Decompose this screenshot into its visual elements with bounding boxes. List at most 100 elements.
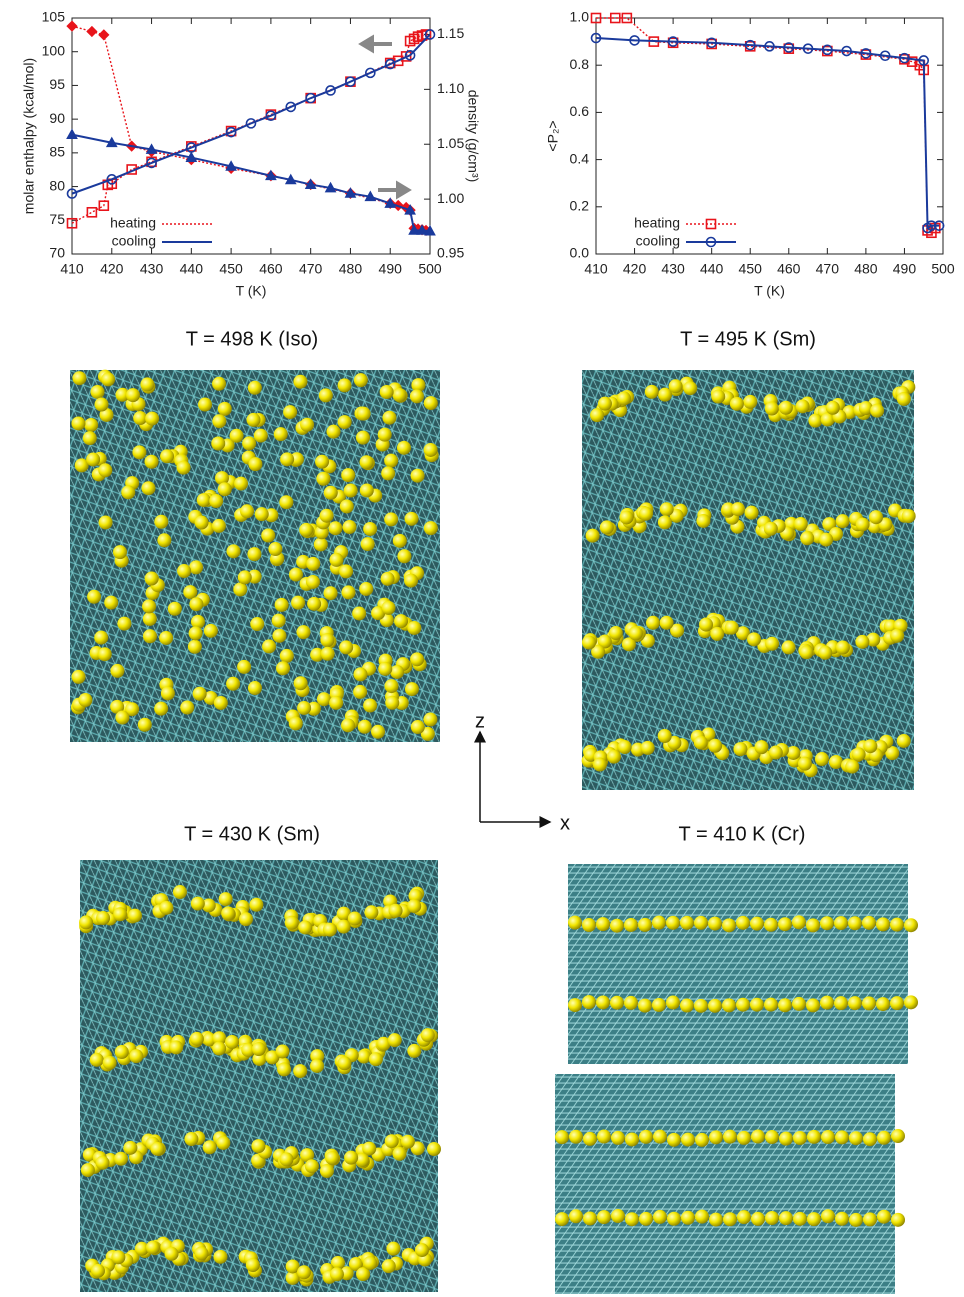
sphere — [397, 549, 411, 563]
snapshot-sm-495 — [582, 370, 914, 790]
sphere — [806, 918, 820, 932]
sphere — [424, 396, 438, 410]
sphere — [750, 917, 764, 931]
sphere — [293, 375, 307, 389]
series-line — [596, 38, 939, 228]
sphere — [730, 397, 744, 411]
sphere — [404, 574, 418, 588]
sphere — [341, 718, 355, 732]
sphere — [639, 1130, 653, 1144]
sphere — [262, 639, 276, 653]
sphere — [209, 494, 223, 508]
sphere — [361, 537, 375, 551]
sphere — [764, 918, 778, 932]
y-axis-label: molar enthalpy (kcal/mol) — [21, 58, 37, 214]
series-line — [72, 34, 430, 193]
sphere — [280, 452, 294, 466]
sphere — [821, 1130, 835, 1144]
marker — [107, 138, 116, 146]
marker — [306, 180, 315, 188]
sphere — [211, 437, 225, 451]
x-tick-label: 450 — [739, 261, 763, 277]
sphere — [357, 407, 371, 421]
legend-label: cooling — [112, 233, 156, 249]
sphere — [806, 998, 820, 1012]
axis-label: x — [560, 812, 570, 834]
sphere — [835, 1130, 849, 1144]
sphere — [79, 915, 93, 929]
sphere — [249, 898, 263, 912]
sphere — [325, 1151, 339, 1165]
sphere — [597, 1130, 611, 1144]
sphere — [733, 742, 747, 756]
sphere — [363, 1256, 377, 1270]
y2-tick-label: 1.00 — [437, 190, 464, 206]
sphere — [598, 397, 612, 411]
y-tick-label: 105 — [42, 9, 66, 25]
sphere — [829, 755, 843, 769]
sphere — [555, 1130, 569, 1144]
sphere — [793, 1212, 807, 1226]
x-axis-label: T (K) — [236, 283, 267, 299]
sphere — [330, 1267, 344, 1281]
sphere — [248, 457, 262, 471]
sphere — [852, 747, 866, 761]
sphere — [593, 758, 607, 772]
sphere — [226, 677, 240, 691]
sphere — [95, 397, 109, 411]
sphere — [276, 661, 290, 675]
y-tick-label: 70 — [49, 245, 65, 261]
y2-tick-label: 1.10 — [437, 80, 464, 96]
sphere — [610, 919, 624, 933]
sphere — [326, 425, 340, 439]
sphere — [98, 647, 112, 661]
y-tick-label: 1.0 — [570, 9, 590, 25]
sphere — [251, 1139, 265, 1153]
sphere — [568, 916, 582, 930]
x-tick-label: 470 — [816, 261, 840, 277]
sphere — [96, 1156, 110, 1170]
x-tick-label: 500 — [931, 261, 955, 277]
sphere — [625, 1212, 639, 1226]
sphere — [569, 1209, 583, 1223]
x-tick-label: 410 — [60, 261, 84, 277]
sphere — [793, 1131, 807, 1145]
sphere — [385, 1134, 399, 1148]
sphere — [101, 372, 115, 386]
sphere — [393, 534, 407, 548]
sphere — [78, 693, 92, 707]
sphere — [870, 404, 884, 418]
sphere — [792, 915, 806, 929]
sphere — [189, 597, 203, 611]
sphere — [863, 1132, 877, 1146]
x-tick-label: 480 — [854, 261, 878, 277]
sphere — [863, 1212, 877, 1226]
sphere — [745, 506, 759, 520]
sphere — [639, 1212, 653, 1226]
sphere — [820, 996, 834, 1010]
sphere — [126, 388, 140, 402]
sphere — [411, 720, 425, 734]
sphere — [363, 699, 377, 713]
sphere — [315, 455, 329, 469]
sphere — [272, 629, 286, 643]
sphere — [904, 918, 918, 932]
sphere — [897, 734, 911, 748]
sphere — [140, 377, 154, 391]
sphere — [897, 392, 911, 406]
sphere — [836, 514, 850, 528]
sphere — [296, 625, 310, 639]
sphere — [363, 522, 377, 536]
sphere — [731, 502, 745, 516]
sphere — [189, 626, 203, 640]
marker — [366, 192, 375, 200]
sphere — [709, 1213, 723, 1227]
sphere — [238, 570, 252, 584]
x-tick-label: 490 — [893, 261, 917, 277]
x-tick-label: 480 — [339, 261, 363, 277]
sphere — [320, 1164, 334, 1178]
y-tick-label: 80 — [49, 177, 65, 193]
sphere — [344, 1151, 358, 1165]
sphere — [189, 560, 203, 574]
sphere — [128, 909, 142, 923]
